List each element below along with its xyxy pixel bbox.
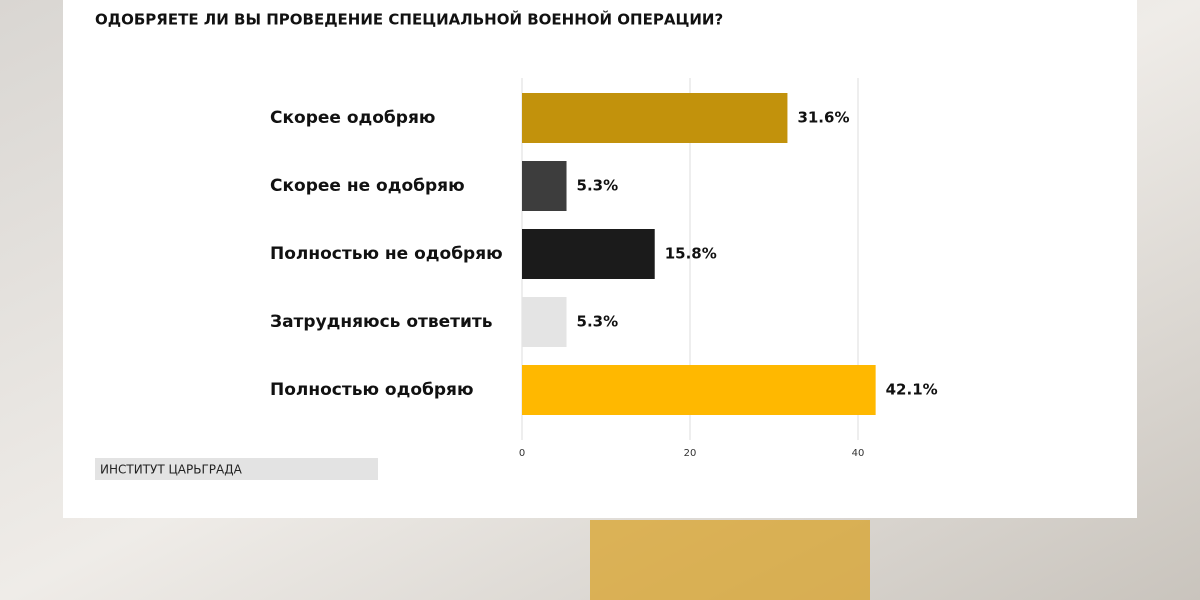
value-label: 5.3% [577,313,619,331]
bar [522,297,567,347]
value-label: 5.3% [577,177,619,195]
bar [522,93,788,143]
x-tick-label: 20 [684,448,697,459]
category-label: Полностью не одобряю [270,244,503,264]
category-label: Скорее одобряю [270,108,435,128]
category-label: Полностью одобряю [270,380,473,400]
background-decor [590,520,870,600]
value-label: 42.1% [886,381,938,399]
x-tick-label: 40 [852,448,865,459]
bar [522,365,876,415]
chart-title: ОДОБРЯЕТЕ ЛИ ВЫ ПРОВЕДЕНИЕ СПЕЦИАЛЬНОЙ В… [95,10,723,29]
source-box [95,458,378,480]
bar [522,161,567,211]
source: ИНСТИТУТ ЦАРЬГРАДА [100,463,243,477]
value-label: 31.6% [797,109,849,127]
x-tick-label: 0 [519,448,525,459]
category-label: Скорее не одобряю [270,176,465,196]
value-label: 15.8% [665,245,717,263]
category-label: Затрудняюсь ответить [270,312,493,332]
bar [522,229,655,279]
